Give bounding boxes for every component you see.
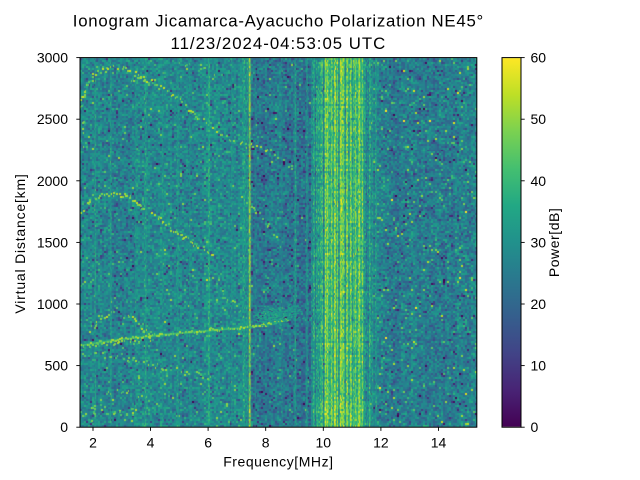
svg-text:0: 0	[531, 419, 539, 435]
svg-text:6: 6	[204, 435, 212, 451]
svg-text:10: 10	[531, 358, 547, 374]
svg-text:4: 4	[147, 435, 155, 451]
svg-text:500: 500	[45, 358, 69, 374]
svg-text:20: 20	[531, 296, 547, 312]
svg-text:14: 14	[431, 435, 447, 451]
svg-text:Virtual Distance[km]: Virtual Distance[km]	[12, 173, 28, 313]
svg-text:2000: 2000	[37, 173, 68, 189]
svg-text:12: 12	[373, 435, 389, 451]
svg-text:Frequency[MHz]: Frequency[MHz]	[223, 454, 333, 470]
svg-text:1000: 1000	[37, 296, 68, 312]
svg-text:0: 0	[60, 419, 68, 435]
svg-text:2500: 2500	[37, 111, 68, 127]
svg-text:8: 8	[262, 435, 270, 451]
svg-text:10: 10	[316, 435, 332, 451]
svg-text:60: 60	[531, 50, 547, 66]
svg-text:40: 40	[531, 173, 547, 189]
svg-text:1500: 1500	[37, 234, 68, 250]
svg-text:Power[dB]: Power[dB]	[546, 208, 562, 278]
svg-text:2: 2	[89, 435, 97, 451]
svg-text:50: 50	[531, 111, 547, 127]
svg-text:11/23/2024-04:53:05 UTC: 11/23/2024-04:53:05 UTC	[170, 34, 386, 53]
svg-text:3000: 3000	[37, 50, 68, 66]
svg-text:Ionogram Jicamarca-Ayacucho Po: Ionogram Jicamarca-Ayacucho Polarization…	[73, 12, 484, 31]
svg-text:30: 30	[531, 234, 547, 250]
